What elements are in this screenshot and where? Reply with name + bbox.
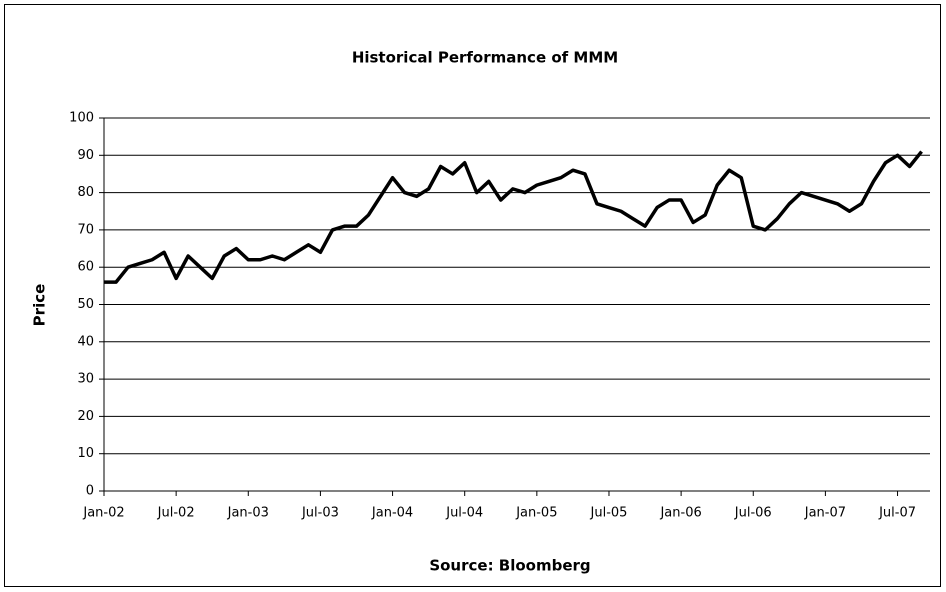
x-tick-label: Jul-06 bbox=[734, 506, 772, 521]
x-tick-label: Jul-04 bbox=[445, 506, 483, 521]
x-tick-label: Jan-02 bbox=[82, 506, 124, 521]
x-tick-label: Jul-02 bbox=[157, 506, 195, 521]
x-tick-label: Jan-07 bbox=[804, 506, 846, 521]
chart-title: Historical Performance of MMM bbox=[352, 49, 618, 67]
y-tick-label: 90 bbox=[77, 148, 94, 163]
y-tick-label: 30 bbox=[77, 372, 94, 387]
y-tick-label: 0 bbox=[86, 484, 94, 499]
y-tick-label: 10 bbox=[77, 446, 94, 461]
y-tick-label: 20 bbox=[77, 409, 94, 424]
x-axis-label: Source: Bloomberg bbox=[429, 557, 590, 575]
x-tick-label: Jul-07 bbox=[878, 506, 916, 521]
y-tick-label: 70 bbox=[77, 222, 94, 237]
y-tick-label: 80 bbox=[77, 185, 94, 200]
y-axis-label: Price bbox=[31, 284, 49, 327]
y-tick-label: 100 bbox=[69, 111, 94, 126]
x-tick-label: Jul-03 bbox=[301, 506, 339, 521]
chart-border bbox=[4, 4, 941, 587]
x-tick-label: Jan-03 bbox=[227, 506, 269, 521]
y-tick-label: 40 bbox=[77, 334, 94, 349]
y-tick-label: 60 bbox=[77, 260, 94, 275]
x-tick-label: Jan-05 bbox=[515, 506, 557, 521]
x-tick-label: Jul-05 bbox=[590, 506, 628, 521]
price-line bbox=[104, 150, 923, 284]
y-tick-label: 50 bbox=[77, 297, 94, 312]
x-tick-label: Jan-04 bbox=[371, 506, 413, 521]
x-tick-label: Jan-06 bbox=[659, 506, 701, 521]
